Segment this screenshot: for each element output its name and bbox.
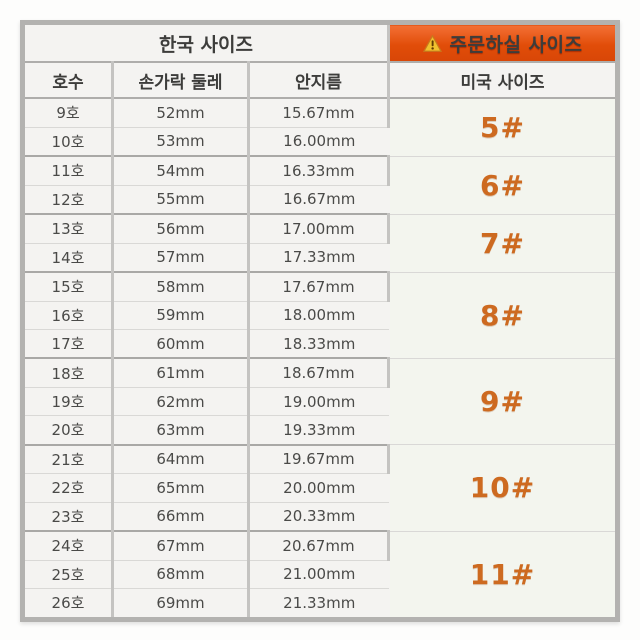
circumference-cell: 61mm [112,358,250,388]
diameter-cell: 19.33mm [248,415,389,446]
kr-size-cell: 21호 [22,444,114,475]
diameter-cell: 19.00mm [248,387,389,417]
table-row: 16호 59mm 18.00mm [22,301,618,330]
table-row: 21호 64mm 19.67mm 10# [22,444,618,532]
kr-size-cell: 17호 [22,329,114,360]
diameter-cell: 18.33mm [248,329,389,360]
diameter-cell: 20.33mm [248,502,389,533]
circumference-cell: 67mm [112,531,250,561]
order-size-title-label: 주문하실 사이즈 [449,33,583,56]
circumference-cell: 55mm [112,185,250,215]
circumference-cell: 58mm [112,272,250,302]
kr-size-cell: 23호 [22,502,114,533]
kr-size-cell: 11호 [22,156,114,186]
table-row: 14호 57mm 17.33mm [22,243,618,273]
diameter-cell: 20.00mm [248,473,389,503]
kr-size-cell: 15호 [22,272,114,302]
diameter-cell: 18.00mm [248,301,389,330]
circumference-cell: 66mm [112,502,250,533]
diameter-cell: 16.33mm [248,156,390,186]
col-header-diameter: 안지름 [248,62,390,99]
us-size-cell: 7# [388,214,618,273]
order-size-title: 주문하실 사이즈 [388,22,618,63]
kr-size-cell: 12호 [22,185,114,215]
us-size-cell: 10# [388,444,618,532]
circumference-cell: 69mm [112,588,250,621]
table-row: 18호 61mm 18.67mm 9# [22,358,618,446]
circumference-cell: 63mm [112,415,250,446]
col-header-us-size: 미국 사이즈 [388,62,618,99]
circumference-cell: 54mm [112,156,250,186]
diameter-cell: 18.67mm [248,358,390,388]
diameter-cell: 20.67mm [248,531,390,561]
column-header-row: 호수 손가락 둘레 안지름 미국 사이즈 [22,62,618,99]
kr-size-cell: 9호 [22,98,114,128]
kr-size-cell: 18호 [22,358,114,388]
diameter-cell: 15.67mm [248,98,390,128]
us-size-cell: 6# [388,156,618,215]
circumference-cell: 59mm [112,301,250,330]
circumference-cell: 53mm [112,127,250,157]
table-row: 13호 56mm 17.00mm 7# [22,214,618,273]
circumference-cell: 65mm [112,473,250,503]
kr-size-cell: 26호 [22,588,114,621]
diameter-cell: 17.33mm [248,243,389,273]
table-row: 25호 68mm 21.00mm [22,560,618,589]
circumference-cell: 52mm [112,98,250,128]
diameter-cell: 17.67mm [248,272,390,302]
kr-size-cell: 13호 [22,214,114,244]
kr-size-cell: 25호 [22,560,114,589]
diameter-cell: 19.67mm [248,444,390,475]
diameter-cell: 17.00mm [248,214,390,244]
col-header-number: 호수 [22,62,114,99]
circumference-cell: 56mm [112,214,250,244]
table-row: 15호 58mm 17.67mm 8# [22,272,618,359]
korea-size-title: 한국 사이즈 [22,22,390,63]
table-row: 20호 63mm 19.33mm [22,415,618,446]
table-title-row: 한국 사이즈 주문하실 사이즈 [22,22,618,63]
diameter-cell: 21.33mm [248,588,389,621]
us-size-cell: 11# [388,531,618,621]
circumference-cell: 68mm [112,560,250,589]
kr-size-cell: 22호 [22,473,114,503]
us-size-cell: 8# [388,272,618,359]
circumference-cell: 62mm [112,387,250,417]
table-row: 9호 52mm 15.67mm 5# [22,98,618,157]
us-size-cell: 5# [388,98,618,157]
kr-size-cell: 14호 [22,243,114,273]
diameter-cell: 21.00mm [248,560,389,589]
kr-size-cell: 16호 [22,301,114,330]
circumference-cell: 60mm [112,329,250,360]
table-row: 24호 67mm 20.67mm 11# [22,531,618,621]
kr-size-cell: 19호 [22,387,114,417]
table-row: 10호 53mm 16.00mm [22,127,618,157]
ring-size-table: 한국 사이즈 주문하실 사이즈 호수 손가락 둘레 안지름 [20,20,620,622]
table-row: 17호 60mm 18.33mm [22,329,618,360]
table-row: 11호 54mm 16.33mm 6# [22,156,618,215]
diameter-cell: 16.67mm [248,185,389,215]
table-row: 22호 65mm 20.00mm [22,473,618,503]
table-row: 19호 62mm 19.00mm [22,387,618,417]
warning-triangle-icon [422,33,442,52]
kr-size-cell: 24호 [22,531,114,561]
circumference-cell: 57mm [112,243,250,273]
kr-size-cell: 10호 [22,127,114,157]
table-row: 23호 66mm 20.33mm [22,502,618,533]
table-row: 26호 69mm 21.33mm [22,588,618,621]
table-row: 12호 55mm 16.67mm [22,185,618,215]
circumference-cell: 64mm [112,444,250,475]
diameter-cell: 16.00mm [248,127,389,157]
kr-size-cell: 20호 [22,415,114,446]
col-header-circumference: 손가락 둘레 [112,62,250,99]
us-size-cell: 9# [388,358,618,446]
